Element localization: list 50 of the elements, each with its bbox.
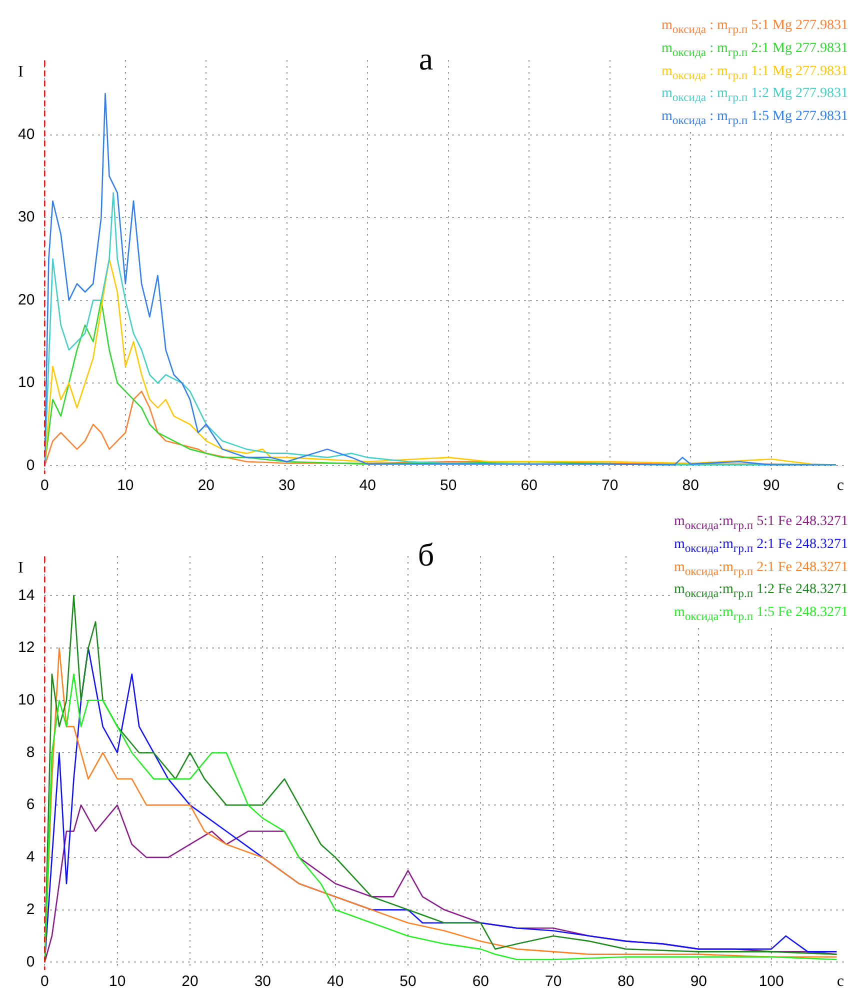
x-tick-label: 80 [618, 973, 634, 990]
text: m$_{оксида}$:m$_{гр.п}$ 1:5 Fe 248.3271 [674, 604, 848, 625]
x-tick-label: 60 [472, 973, 490, 990]
y-tick-label: 0 [26, 953, 35, 970]
text: m$_{оксида}$:m$_{гр.п}$ 5:1 Fe 248.3271 [674, 513, 848, 534]
text: m$_{оксида}$ : m$_{гр.п}$ 1:2 Mg 277.9831 [662, 85, 848, 106]
x-tick-label: 20 [182, 973, 198, 990]
text: m$_{оксида}$:m$_{гр.п}$ 2:1 Fe 248.3271 [674, 536, 848, 557]
y-axis-title: I [18, 560, 24, 577]
x-tick-label: 0 [40, 973, 49, 990]
y-tick-label: 30 [18, 208, 35, 226]
x-tick-label: 30 [278, 477, 296, 494]
x-tick-label: 90 [762, 477, 780, 494]
x-tick-label: 40 [359, 477, 376, 494]
text: m$_{оксида}$ : m$_{гр.п}$ 1:1 Mg 277.9831 [662, 62, 848, 84]
chart-title: а [418, 40, 434, 77]
y-tick-label: 6 [26, 796, 35, 814]
x-axis-title: с [836, 477, 844, 494]
x-tick-label: 10 [117, 477, 134, 494]
y-tick-label: 10 [18, 374, 35, 392]
y-tick-label: 12 [18, 639, 35, 656]
y-tick-label: 10 [18, 692, 35, 709]
x-tick-label: 70 [602, 477, 618, 494]
y-tick-label: 8 [26, 744, 35, 761]
x-tick-label: 30 [254, 973, 272, 990]
text: m$_{оксида}$ : m$_{гр.п}$ 2:1 Mg 277.9831 [662, 40, 848, 61]
text: m$_{оксида}$:m$_{гр.п}$ 1:2 Fe 248.3271 [674, 581, 848, 602]
chart-title: б [418, 536, 434, 573]
y-tick-label: 20 [18, 291, 35, 308]
y-tick-label: 40 [18, 126, 35, 143]
x-tick-label: 100 [758, 973, 784, 990]
y-tick-label: 0 [26, 456, 35, 474]
y-tick-label: 2 [26, 900, 35, 918]
y-tick-label: 4 [26, 848, 35, 866]
text: m$_{оксида}$ : m$_{гр.п}$ 1:5 Mg 277.9831 [662, 108, 848, 129]
x-tick-label: 40 [327, 973, 344, 990]
x-tick-label: 50 [400, 973, 416, 990]
text: m$_{оксида}$ : m$_{гр.п}$ 5:1 Mg 277.9831 [662, 17, 848, 38]
text: m$_{оксида}$:m$_{гр.п}$ 2:1 Fe 248.3271 [674, 558, 848, 580]
x-tick-label: 50 [440, 477, 457, 494]
x-axis-title: с [836, 973, 844, 990]
y-tick-label: 14 [18, 586, 35, 604]
x-tick-label: 0 [40, 477, 49, 494]
x-tick-label: 70 [544, 973, 562, 990]
x-tick-label: 20 [198, 477, 215, 494]
y-axis-title: I [18, 64, 24, 81]
x-tick-label: 10 [109, 973, 126, 990]
x-tick-label: 90 [690, 973, 708, 990]
x-tick-label: 80 [682, 477, 699, 494]
x-tick-label: 60 [520, 477, 538, 494]
